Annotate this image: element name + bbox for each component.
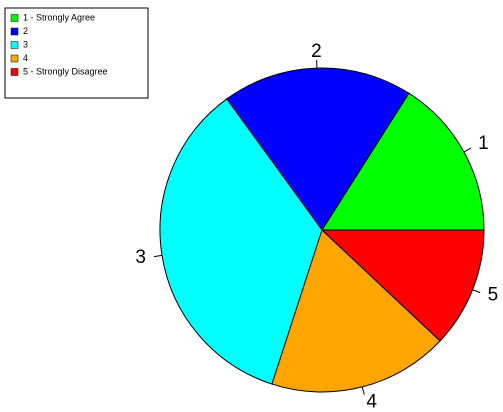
legend-label: 4: [23, 53, 28, 63]
legend-swatch: [10, 14, 19, 22]
legend-swatch: [10, 68, 19, 76]
legend-label: 5 - Strongly Disagree: [23, 66, 108, 76]
legend-swatch: [10, 54, 19, 63]
legend-label: 3: [23, 39, 28, 49]
slice-label: 1: [478, 133, 489, 154]
legend-label: 2: [23, 26, 28, 36]
legend-label: 1 - Strongly Agree: [23, 12, 95, 22]
slice-label: 3: [135, 247, 146, 268]
label-tick: [472, 289, 481, 294]
slice-label: 4: [366, 392, 377, 412]
pie-slice: [159, 98, 323, 385]
slice-label: 5: [488, 285, 499, 306]
legend-swatch: [10, 41, 19, 49]
legend-box: [4, 7, 149, 99]
slice-label: 2: [311, 41, 322, 62]
pie-slice: [226, 67, 410, 231]
label-tick: [361, 386, 365, 395]
legend-swatch: [10, 27, 19, 36]
label-tick: [153, 254, 163, 258]
label-tick: [463, 147, 472, 153]
